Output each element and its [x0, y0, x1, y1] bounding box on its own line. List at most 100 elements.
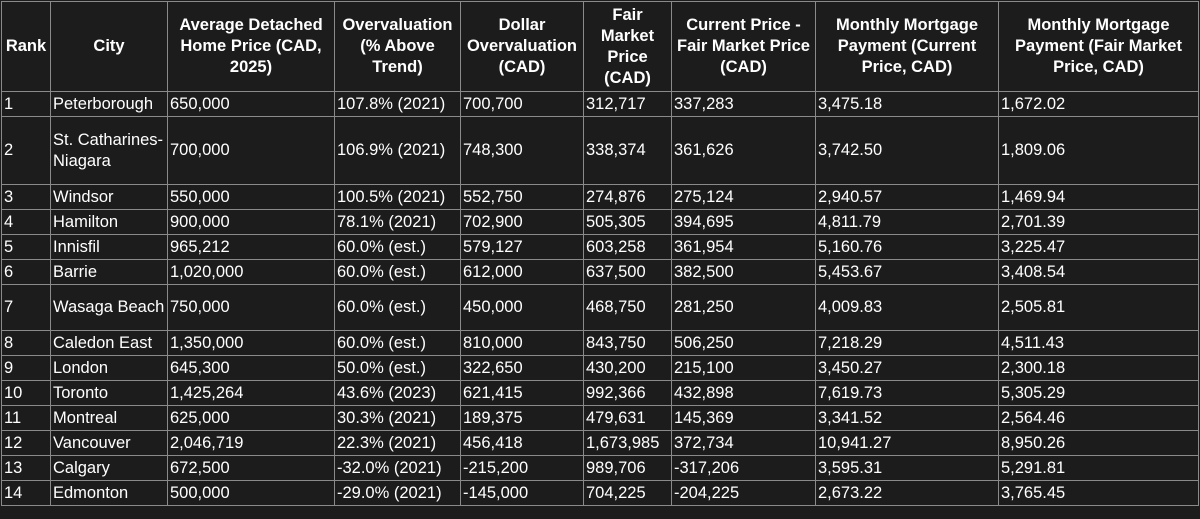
cell-mortgage-fair: 3,765.45 [998, 480, 1199, 506]
housing-overvaluation-table: Rank City Average Detached Home Price (CAD… [1, 1, 1199, 506]
cell-dollar-overvaluation: -215,200 [460, 455, 584, 481]
cell-rank: 14 [1, 480, 51, 506]
cell-dollar-overvaluation: -145,000 [460, 480, 584, 506]
cell-overvaluation-pct: 107.8% (2021) [334, 91, 461, 117]
cell-price-difference: 361,626 [671, 116, 816, 185]
cell-fair-market-price: 274,876 [583, 184, 672, 210]
table-row: 7 Wasaga Beach 750,000 60.0% (est.) 450,000 4… [1, 284, 1199, 331]
cell-fair-market-price: 603,258 [583, 234, 672, 260]
table-body: 1 Peterborough 650,000 107.8% (2021) 700,700… [1, 91, 1199, 506]
cell-overvaluation-pct: 60.0% (est.) [334, 284, 461, 331]
header-mortgage-current: Monthly Mortgage Payment (Current Price,… [815, 1, 999, 92]
cell-fair-market-price: 430,200 [583, 355, 672, 381]
cell-avg-price: 625,000 [167, 405, 335, 431]
table-row: 13 Calgary 672,500 -32.0% (2021) -215,200 989… [1, 455, 1199, 481]
cell-price-difference: -317,206 [671, 455, 816, 481]
cell-mortgage-current: 2,940.57 [815, 184, 999, 210]
cell-fair-market-price: 312,717 [583, 91, 672, 117]
cell-price-difference: 215,100 [671, 355, 816, 381]
header-city: City [50, 1, 168, 92]
cell-price-difference: 361,954 [671, 234, 816, 260]
header-overvaluation-pct: Overvaluation (% Above Trend) [334, 1, 461, 92]
table-row: 2 St. Catharines-Niagara 700,000 106.9% (20… [1, 116, 1199, 185]
cell-rank: 1 [1, 91, 51, 117]
cell-avg-price: 650,000 [167, 91, 335, 117]
table-row: 1 Peterborough 650,000 107.8% (2021) 700,700… [1, 91, 1199, 117]
cell-mortgage-fair: 5,305.29 [998, 380, 1199, 406]
cell-dollar-overvaluation: 579,127 [460, 234, 584, 260]
cell-mortgage-current: 5,453.67 [815, 259, 999, 285]
cell-price-difference: 281,250 [671, 284, 816, 331]
cell-mortgage-current: 7,619.73 [815, 380, 999, 406]
cell-dollar-overvaluation: 621,415 [460, 380, 584, 406]
cell-mortgage-current: 3,742.50 [815, 116, 999, 185]
cell-mortgage-fair: 1,809.06 [998, 116, 1199, 185]
cell-overvaluation-pct: 50.0% (est.) [334, 355, 461, 381]
cell-dollar-overvaluation: 612,000 [460, 259, 584, 285]
cell-mortgage-fair: 2,701.39 [998, 209, 1199, 235]
header-fair-market-price: Fair Market Price (CAD) [583, 1, 672, 92]
cell-rank: 9 [1, 355, 51, 381]
cell-dollar-overvaluation: 700,700 [460, 91, 584, 117]
cell-avg-price: 1,020,000 [167, 259, 335, 285]
cell-overvaluation-pct: -32.0% (2021) [334, 455, 461, 481]
table-row: 10 Toronto 1,425,264 43.6% (2023) 621,415 992… [1, 380, 1199, 406]
cell-avg-price: 2,046,719 [167, 430, 335, 456]
cell-mortgage-current: 4,811.79 [815, 209, 999, 235]
cell-fair-market-price: 992,366 [583, 380, 672, 406]
cell-rank: 4 [1, 209, 51, 235]
cell-city: Windsor [50, 184, 168, 210]
cell-avg-price: 645,300 [167, 355, 335, 381]
cell-city: Montreal [50, 405, 168, 431]
cell-mortgage-current: 3,595.31 [815, 455, 999, 481]
cell-city: St. Catharines-Niagara [50, 116, 168, 185]
cell-avg-price: 500,000 [167, 480, 335, 506]
table-row: 5 Innisfil 965,212 60.0% (est.) 579,127 603,2… [1, 234, 1199, 260]
table-row: 4 Hamilton 900,000 78.1% (2021) 702,900 505,3… [1, 209, 1199, 235]
cell-fair-market-price: 1,673,985 [583, 430, 672, 456]
cell-city: Innisfil [50, 234, 168, 260]
cell-dollar-overvaluation: 810,000 [460, 330, 584, 356]
cell-fair-market-price: 338,374 [583, 116, 672, 185]
cell-city: Hamilton [50, 209, 168, 235]
cell-city: Caledon East [50, 330, 168, 356]
cell-price-difference: 145,369 [671, 405, 816, 431]
cell-overvaluation-pct: 60.0% (est.) [334, 234, 461, 260]
cell-mortgage-fair: 4,511.43 [998, 330, 1199, 356]
cell-city: Vancouver [50, 430, 168, 456]
cell-overvaluation-pct: 22.3% (2021) [334, 430, 461, 456]
cell-mortgage-current: 4,009.83 [815, 284, 999, 331]
cell-mortgage-current: 10,941.27 [815, 430, 999, 456]
header-mortgage-fair: Monthly Mortgage Payment (Fair Market Pr… [998, 1, 1199, 92]
cell-mortgage-current: 3,450.27 [815, 355, 999, 381]
cell-rank: 6 [1, 259, 51, 285]
cell-rank: 8 [1, 330, 51, 356]
cell-fair-market-price: 989,706 [583, 455, 672, 481]
cell-city: Calgary [50, 455, 168, 481]
cell-price-difference: 394,695 [671, 209, 816, 235]
table-row: 3 Windsor 550,000 100.5% (2021) 552,750 274,8… [1, 184, 1199, 210]
cell-mortgage-fair: 3,408.54 [998, 259, 1199, 285]
cell-avg-price: 672,500 [167, 455, 335, 481]
cell-mortgage-current: 5,160.76 [815, 234, 999, 260]
header-dollar-overvaluation: Dollar Overvaluation (CAD) [460, 1, 584, 92]
cell-dollar-overvaluation: 552,750 [460, 184, 584, 210]
cell-city: Edmonton [50, 480, 168, 506]
cell-mortgage-fair: 3,225.47 [998, 234, 1199, 260]
cell-mortgage-fair: 2,505.81 [998, 284, 1199, 331]
cell-overvaluation-pct: 60.0% (est.) [334, 259, 461, 285]
cell-rank: 13 [1, 455, 51, 481]
cell-avg-price: 550,000 [167, 184, 335, 210]
table-row: 8 Caledon East 1,350,000 60.0% (est.) 810,00… [1, 330, 1199, 356]
header-price-difference: Current Price - Fair Market Price (CAD) [671, 1, 816, 92]
cell-overvaluation-pct: 106.9% (2021) [334, 116, 461, 185]
cell-city: Toronto [50, 380, 168, 406]
cell-city: London [50, 355, 168, 381]
cell-mortgage-fair: 8,950.26 [998, 430, 1199, 456]
cell-overvaluation-pct: -29.0% (2021) [334, 480, 461, 506]
cell-mortgage-fair: 1,672.02 [998, 91, 1199, 117]
header-row: Rank City Average Detached Home Price (CAD… [1, 1, 1199, 92]
cell-city: Wasaga Beach [50, 284, 168, 331]
cell-mortgage-fair: 1,469.94 [998, 184, 1199, 210]
cell-dollar-overvaluation: 702,900 [460, 209, 584, 235]
